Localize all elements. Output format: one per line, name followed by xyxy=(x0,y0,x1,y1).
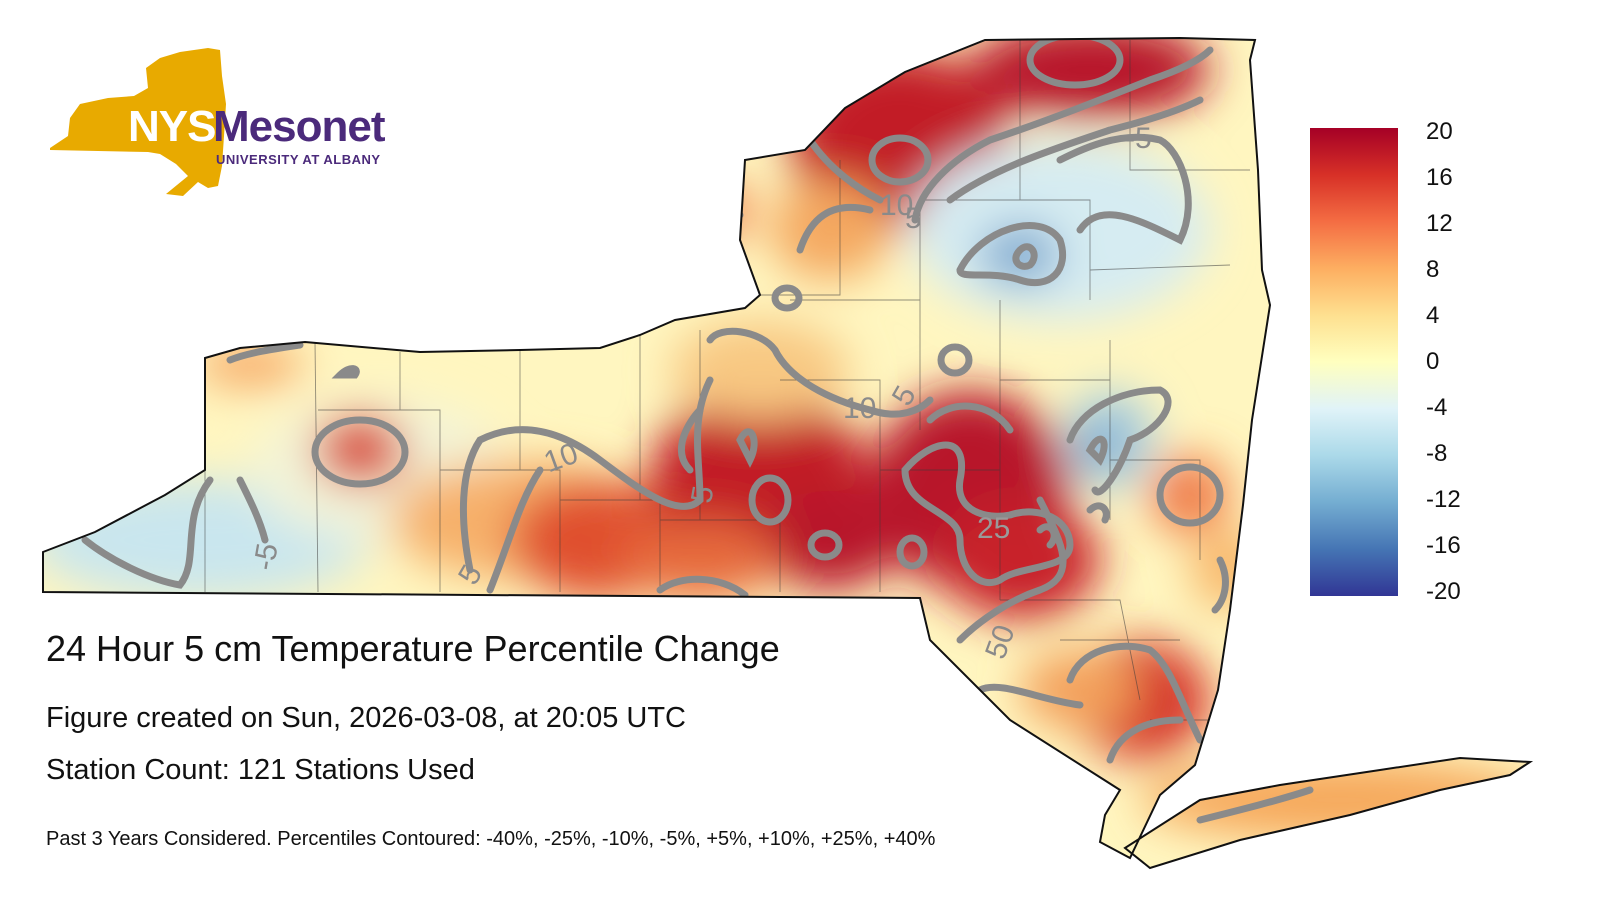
contour-label: 25 xyxy=(977,512,1010,545)
colorbar-tick: 16 xyxy=(1426,164,1453,191)
contour-label: -5 xyxy=(1125,122,1152,155)
logo-mesonet-text: Mesonet xyxy=(213,102,385,151)
state-outline xyxy=(42,36,1534,870)
contour-label: 5 xyxy=(685,483,720,505)
colorbar-tick: 8 xyxy=(1426,256,1440,283)
contour-label: -5 xyxy=(248,541,285,573)
contour-label: 10 xyxy=(880,189,913,222)
colorbar-tick: 20 xyxy=(1426,118,1453,145)
created-timestamp: Figure created on Sun, 2026-03-08, at 20… xyxy=(46,702,686,734)
station-count: Station Count: 121 Stations Used xyxy=(46,754,475,786)
figure-title: 24 Hour 5 cm Temperature Percentile Chan… xyxy=(46,628,780,669)
logo-nys-text: NYS xyxy=(128,102,216,151)
contour-label: 10 xyxy=(843,392,876,425)
colorbar-tick: 0 xyxy=(1426,348,1440,375)
colorbar-tick: -12 xyxy=(1426,486,1461,513)
colorbar-tick: -4 xyxy=(1426,394,1448,421)
colorbar-tick: -16 xyxy=(1426,532,1461,559)
contour-lines xyxy=(81,38,1314,824)
nys-mesonet-logo: NYS Mesonet UNIVERSITY AT ALBANY xyxy=(48,46,398,206)
colorbar-tick: 4 xyxy=(1426,302,1440,329)
logo-university-text: UNIVERSITY AT ALBANY xyxy=(216,152,381,167)
colorbar-tick: -20 xyxy=(1426,578,1461,605)
nys-state-logo-icon xyxy=(50,48,226,196)
colorbar-tick: 12 xyxy=(1426,210,1453,237)
contour-label: 5 xyxy=(905,202,922,235)
footnote: Past 3 Years Considered. Percentiles Con… xyxy=(46,828,936,850)
colorbar xyxy=(1310,128,1398,596)
colorbar-tick: -8 xyxy=(1426,440,1448,467)
